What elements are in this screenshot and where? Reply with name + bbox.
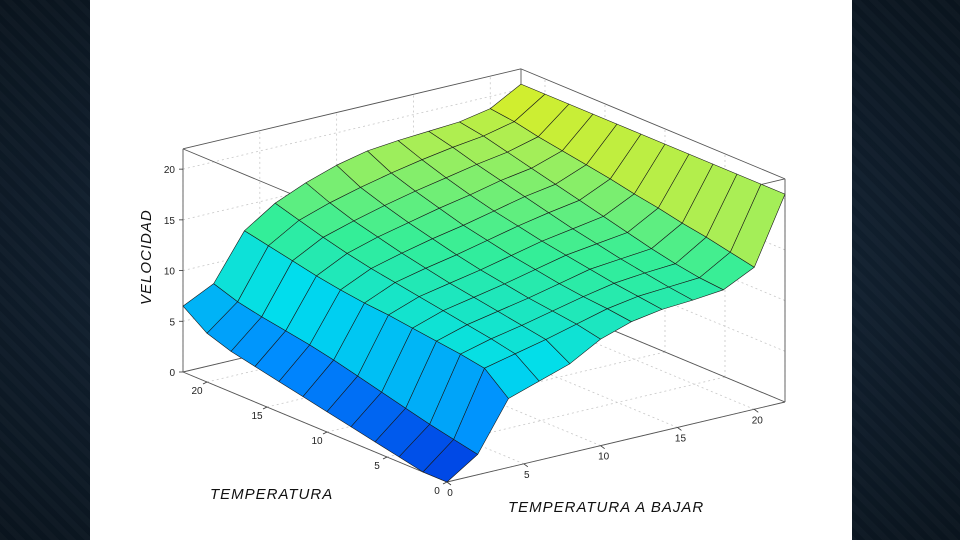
z-tick-label: 15 [164, 216, 176, 227]
x-tick-mark [446, 481, 452, 486]
z-axis-title: VELOCIDAD [138, 209, 155, 305]
y-tick-mark [202, 381, 208, 385]
x-tick-label: 0 [447, 488, 453, 499]
box-edge [446, 401, 786, 483]
x-tick-label: 15 [675, 433, 687, 444]
y-tick-label: 0 [434, 486, 440, 497]
z-tick-label: 20 [164, 165, 176, 176]
y-tick-mark [322, 431, 328, 435]
surface-mesh [182, 83, 786, 483]
box-edge [182, 68, 522, 150]
surface-plot: 0 5 10 15 20 0 5 10 15 20 0 5 10 15 20 TEMPERATURA A B… [138, 68, 786, 516]
box-edge [182, 371, 448, 483]
z-tick-label: 5 [169, 317, 175, 328]
y-tick-label: 5 [374, 461, 380, 472]
y-tick-label: 15 [251, 411, 263, 422]
z-tick-label: 0 [169, 368, 175, 379]
x-tick-label: 5 [524, 470, 530, 481]
y-tick-mark [262, 406, 268, 410]
x-tick-mark [677, 427, 682, 431]
y-tick-label: 10 [311, 436, 323, 447]
x-tick-label: 20 [752, 415, 764, 426]
box-edge [520, 68, 786, 180]
x-tick-mark [754, 408, 759, 413]
y-axis-title: TEMPERATURA [210, 486, 333, 503]
y-tick-mark [382, 456, 388, 460]
z-tick-label: 10 [164, 267, 176, 278]
x-tick-label: 10 [598, 452, 610, 463]
x-tick-mark [523, 463, 529, 468]
y-tick-mark [442, 481, 448, 485]
surface-patch [729, 183, 786, 268]
tick-labels: 0 5 10 15 20 0 5 10 15 20 0 5 10 15 20 [164, 165, 763, 499]
x-axis-title: TEMPERATURA A BAJAR [508, 499, 704, 516]
figure-panel: 0 5 10 15 20 0 5 10 15 20 0 5 10 15 20 TEMPERATURA A B… [90, 0, 852, 540]
x-tick-mark [600, 445, 605, 449]
y-tick-label: 20 [191, 386, 203, 397]
